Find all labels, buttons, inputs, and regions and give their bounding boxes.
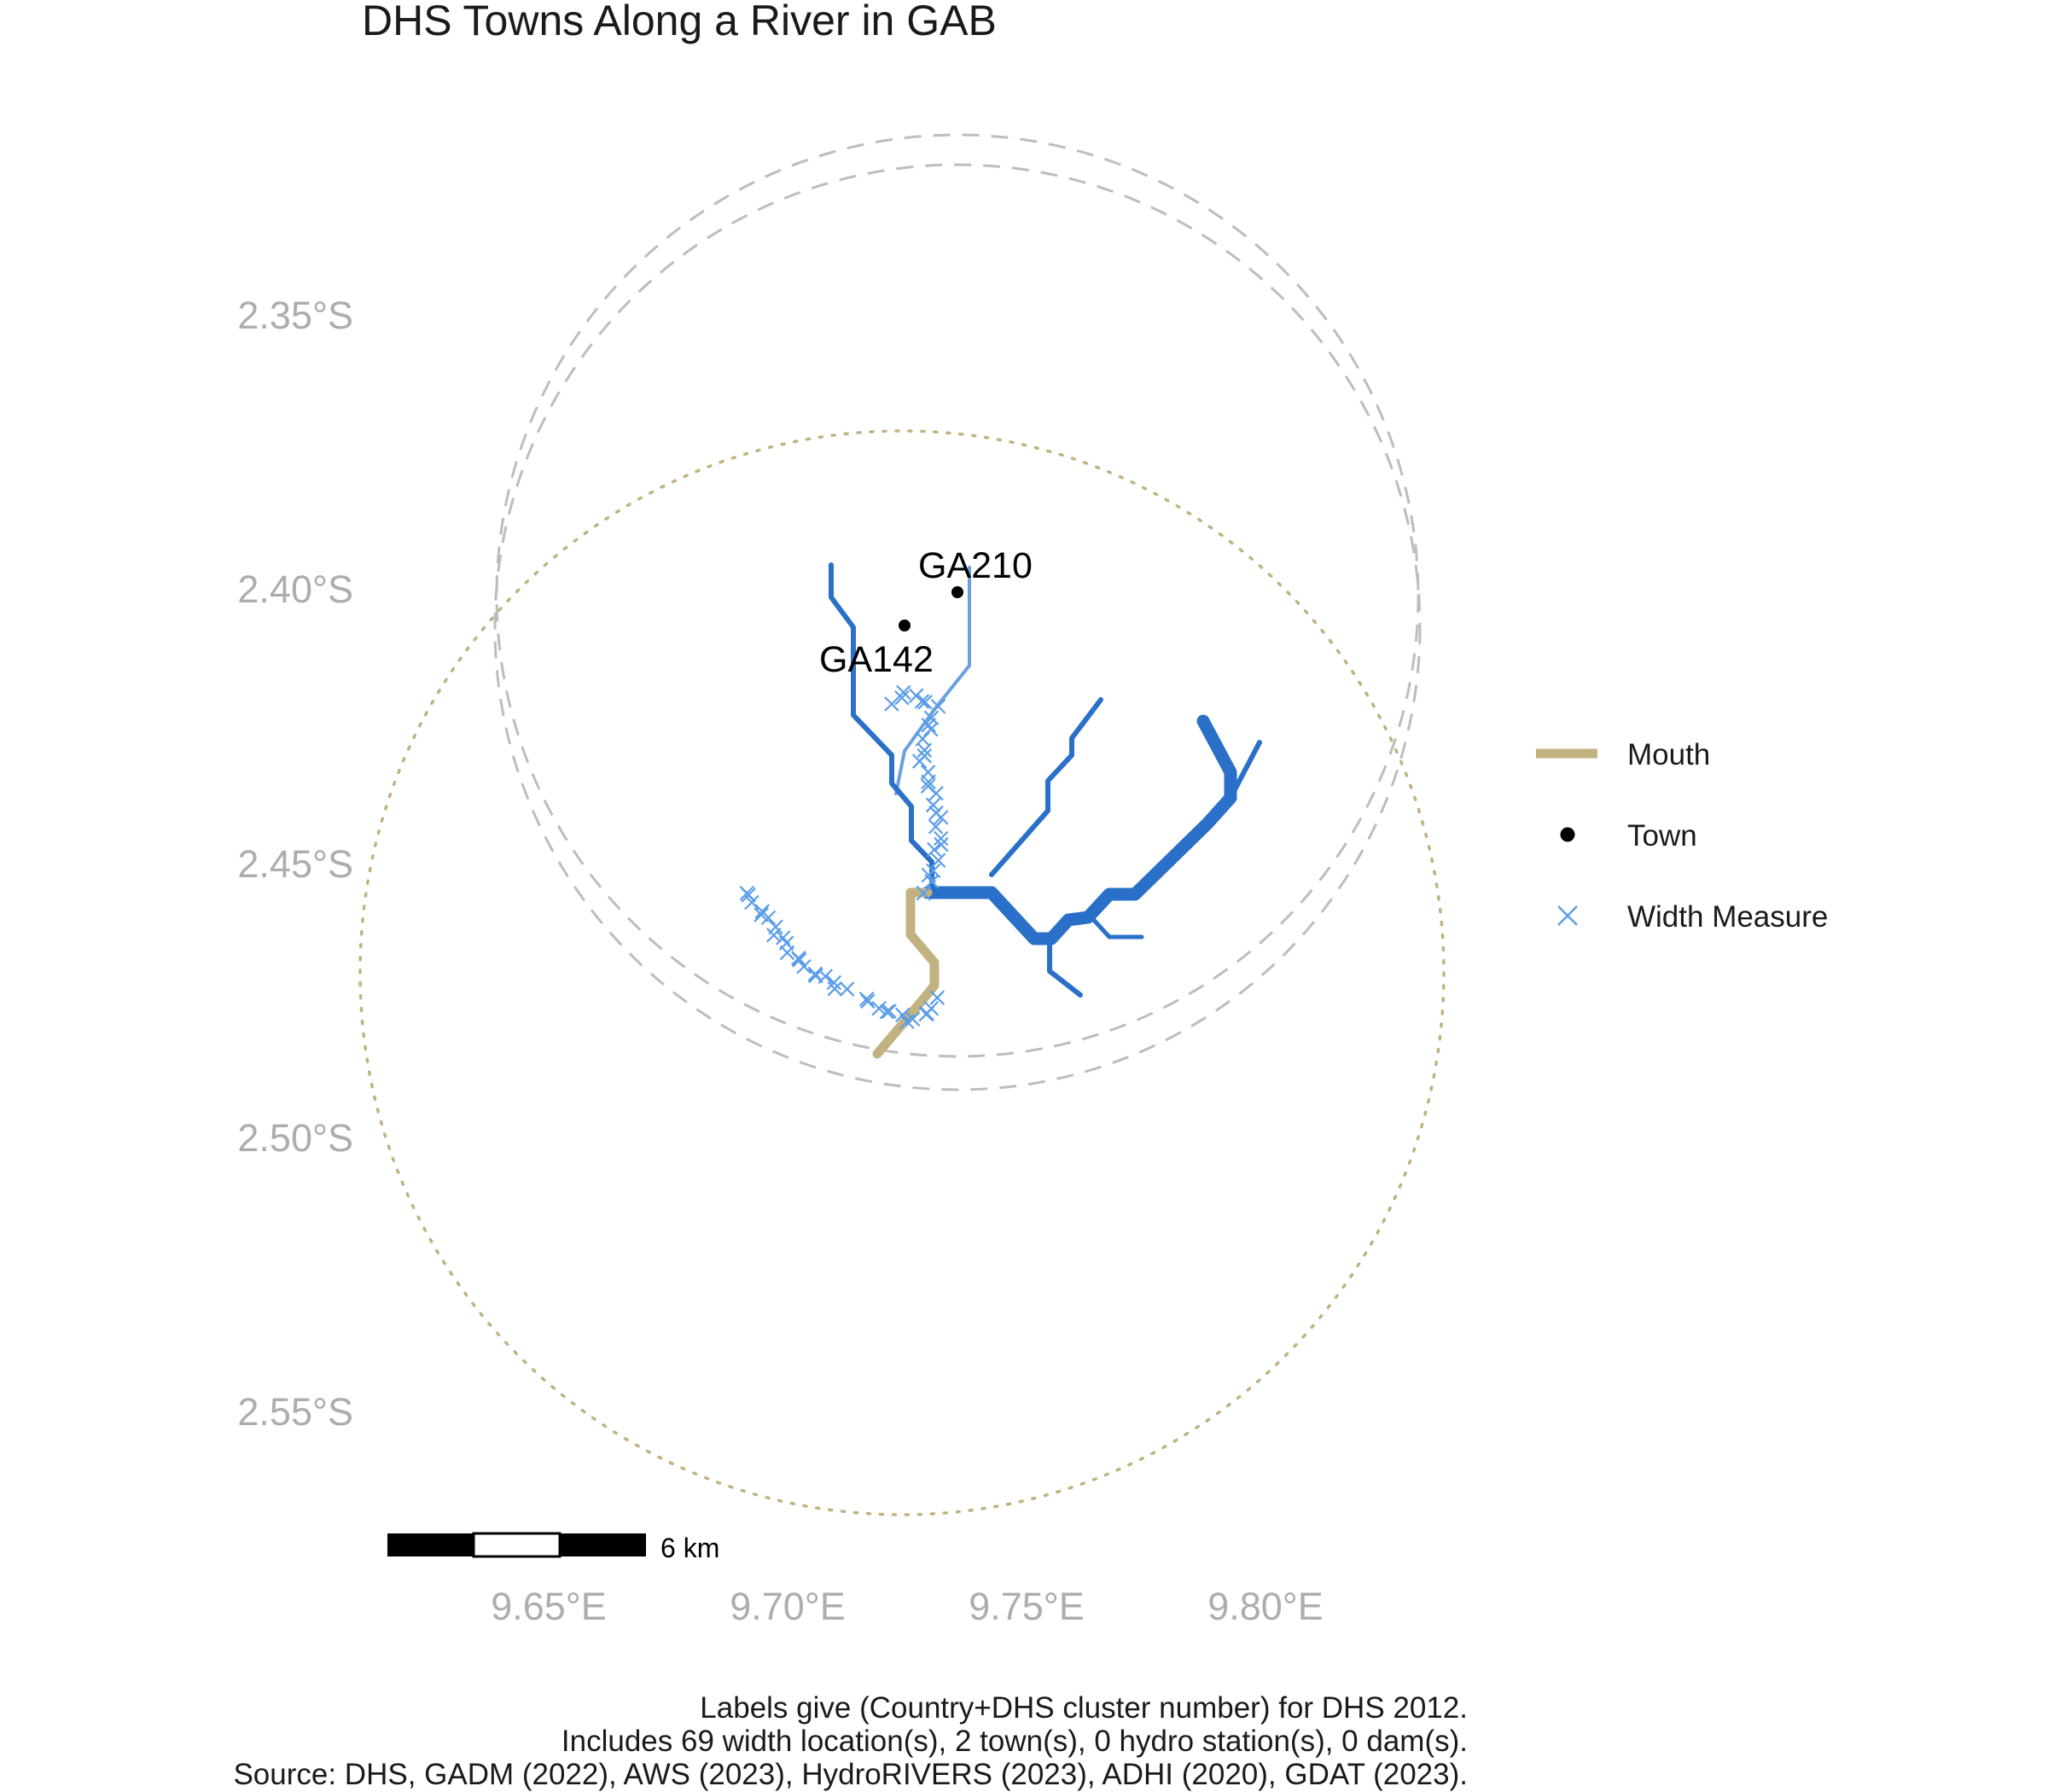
- width-measure-marker: [884, 696, 899, 712]
- river-mouth-segment: [872, 887, 940, 1059]
- legend-width-label: Width Measure: [1627, 900, 1828, 934]
- width-measure-marker: [933, 830, 949, 847]
- town-label-ga210: GA210: [918, 545, 1033, 586]
- x-tick-label: 9.75°E: [969, 1585, 1085, 1628]
- width-measure-marker: [744, 894, 759, 911]
- width-measure-marker: [925, 797, 941, 813]
- width-measure-marker: [871, 1000, 887, 1016]
- river-main-stem: [921, 714, 1237, 945]
- width-measure-marker: [760, 910, 777, 926]
- tributary-light: [894, 566, 971, 795]
- width-measure-marker: [791, 952, 807, 968]
- river-southeast-branch: [1047, 940, 1083, 998]
- y-tick-label: 2.50°S: [237, 1116, 353, 1160]
- legend-town-label: Town: [1627, 819, 1697, 852]
- width-measure-marker: [929, 990, 945, 1005]
- width-measure-marker: [920, 778, 936, 794]
- width-measure-marker: [741, 887, 756, 903]
- y-tick-label: 2.35°S: [237, 294, 353, 337]
- width-measure-marker: [916, 885, 932, 901]
- x-tick-label: 9.70°E: [730, 1585, 846, 1628]
- x-tick-label: 9.80°E: [1207, 1585, 1324, 1628]
- width-measure-marker: [896, 684, 911, 701]
- caption-line-2: Includes 69 width location(s), 2 town(s)…: [561, 1725, 1468, 1758]
- width-measure-marker: [895, 1007, 911, 1023]
- width-measure-marker: [753, 907, 769, 922]
- legend-mouth-label: Mouth: [1627, 738, 1710, 771]
- width-measure-marker: [916, 742, 933, 758]
- map-title: DHS Towns Along a River in GAB: [362, 0, 997, 44]
- width-measure-marker: [921, 867, 937, 883]
- width-measure-marker: [765, 928, 782, 943]
- width-measure-marker: [860, 993, 876, 1009]
- width-measure-marker: [924, 874, 940, 889]
- width-measure-marker: [881, 1004, 897, 1019]
- width-measure-marker: [775, 930, 791, 945]
- town-label-ga142: GA142: [819, 639, 934, 680]
- river-east-small-branch: [1088, 914, 1144, 940]
- mouth-buffer-circle: [358, 429, 1446, 1516]
- y-tick-label: 2.55°S: [237, 1390, 353, 1434]
- width-measure-marker: [779, 945, 795, 961]
- width-measure-marker: [879, 1004, 895, 1020]
- y-tick-label: 2.45°S: [237, 842, 353, 886]
- width-measure-marker: [934, 836, 949, 852]
- scale-bar-segment: [387, 1533, 474, 1556]
- legend-width-cross: [1557, 905, 1578, 926]
- width-measure-marker: [934, 810, 949, 825]
- width-measure-marker: [914, 694, 930, 709]
- river-upper-west: [829, 562, 934, 895]
- width-measure-markers: [739, 684, 949, 1029]
- width-measure-marker: [928, 785, 944, 801]
- legend: Mouth Town Width Measure: [1536, 738, 1828, 934]
- width-measure-marker: [796, 958, 812, 975]
- width-measure-marker: [923, 1000, 940, 1016]
- width-measure-marker: [921, 717, 936, 733]
- river-east-branch: [1228, 740, 1262, 800]
- legend-town-dot: [1560, 827, 1575, 842]
- town-dot-ga142: [899, 620, 911, 631]
- caption-line-3: Source: DHS, GADM (2022), AWS (2023), Hy…: [233, 1758, 1468, 1791]
- width-measure-marker: [930, 852, 946, 869]
- scale-bar-segment: [472, 1532, 561, 1558]
- x-tick-label: 9.65°E: [491, 1585, 607, 1628]
- caption-line-1: Labels give (Country+DHS cluster number)…: [700, 1691, 1468, 1725]
- town-buffer-circle: [493, 163, 1422, 1091]
- scale-bar-segment: [560, 1533, 646, 1556]
- width-measure-marker: [839, 981, 855, 997]
- width-measure-marker: [905, 1011, 921, 1027]
- town-dot-ga210: [951, 586, 963, 598]
- width-measure-marker: [894, 689, 910, 706]
- width-measure-marker: [826, 975, 842, 991]
- width-measure-marker: [922, 721, 939, 737]
- width-measure-marker: [917, 695, 933, 710]
- width-measure-marker: [930, 698, 946, 714]
- width-measure-marker: [827, 980, 843, 997]
- width-measure-marker: [927, 841, 942, 858]
- width-measure-marker: [911, 753, 928, 769]
- width-measure-marker: [921, 774, 936, 790]
- river-northeast-branch: [989, 697, 1103, 877]
- scale-bar-label: 6 km: [660, 1533, 719, 1563]
- width-measure-marker: [817, 969, 834, 984]
- width-measure-marker: [928, 819, 944, 835]
- scale-bar: 6 km: [387, 1532, 719, 1563]
- river-network: [829, 562, 1262, 1059]
- y-tick-label: 2.40°S: [237, 567, 353, 611]
